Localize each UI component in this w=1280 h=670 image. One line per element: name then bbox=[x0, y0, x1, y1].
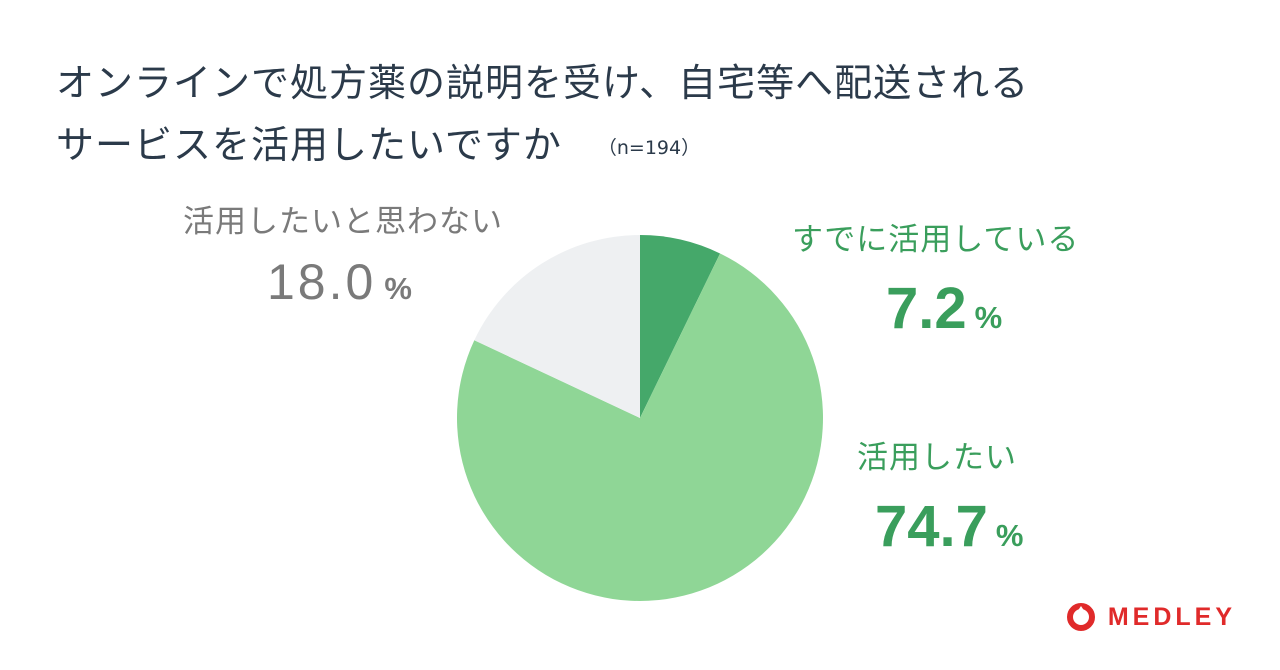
title-line-1: オンラインで処方薬の説明を受け、自宅等へ配送される bbox=[56, 61, 1030, 105]
label-already-use: すでに活用している 7.2% bbox=[792, 214, 1079, 342]
title-line-2: サービスを活用したいですか （n=194） bbox=[56, 114, 1029, 179]
label-not-want-unit: % bbox=[384, 271, 412, 306]
label-want-use: 活用したい 74.7% bbox=[857, 432, 1023, 560]
label-not-want-name: 活用したいと思わない bbox=[183, 204, 503, 240]
label-not-want: 活用したいと思わない 18.0% bbox=[183, 196, 503, 311]
title-line-2-text: サービスを活用したいですか bbox=[56, 123, 562, 167]
label-want-use-name: 活用したい bbox=[857, 440, 1017, 476]
label-not-want-number: 18.0 bbox=[267, 254, 377, 310]
label-already-use-number: 7.2 bbox=[886, 276, 967, 341]
slice-not-want bbox=[474, 235, 640, 418]
medley-logo-text: MEDLEY bbox=[1107, 602, 1236, 631]
label-already-use-name: すでに活用している bbox=[792, 222, 1080, 258]
label-want-use-unit: % bbox=[995, 518, 1024, 553]
slice-want-use bbox=[456, 253, 823, 602]
label-already-use-unit: % bbox=[974, 300, 1003, 335]
medley-logo-icon bbox=[1066, 603, 1095, 631]
chart-title: オンラインで処方薬の説明を受け、自宅等へ配送される サービスを活用したいですか （… bbox=[56, 52, 1029, 179]
medley-logo: MEDLEY bbox=[1066, 602, 1236, 632]
label-already-use-value: 7.2% bbox=[886, 275, 1079, 342]
sample-size: （n=194） bbox=[597, 136, 701, 159]
label-want-use-value: 74.7% bbox=[875, 493, 1023, 560]
slice-already-use bbox=[640, 235, 721, 418]
label-not-want-value: 18.0% bbox=[267, 253, 503, 311]
label-want-use-number: 74.7 bbox=[875, 494, 988, 559]
